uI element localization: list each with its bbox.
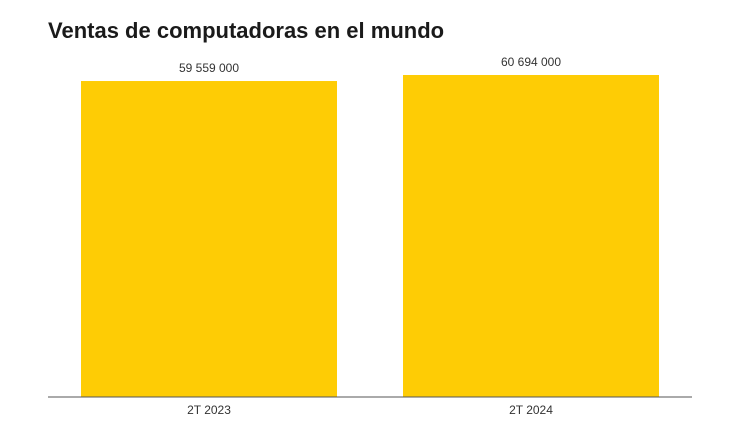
data-label: 60 694 000 — [501, 55, 561, 69]
chart-title: Ventas de computadoras en el mundo — [48, 18, 444, 43]
bar — [403, 75, 659, 397]
x-tick-label: 2T 2023 — [187, 403, 231, 417]
bar — [81, 81, 337, 397]
x-tick-label: 2T 2024 — [509, 403, 553, 417]
data-label: 59 559 000 — [179, 61, 239, 75]
